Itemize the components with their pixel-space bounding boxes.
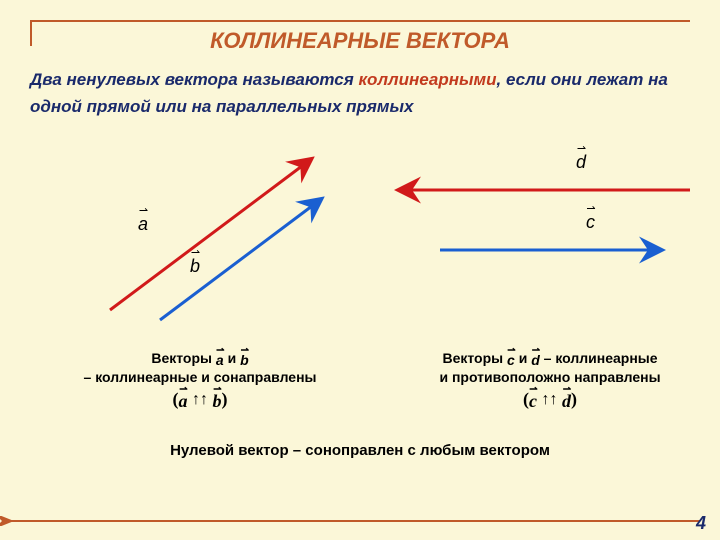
inline-vector-letter: c [529,391,537,411]
caption-text: и [228,350,241,366]
inline-vector-letter: d [562,391,571,411]
vector-c-label: ⇀ c [586,206,595,233]
inline-vector-d: ⇀d [562,387,571,409]
inline-vector-letter: d [531,352,540,368]
vector-b-label: ⇀ b [190,250,200,277]
page-title: КОЛЛИНЕАРНЫЕ ВЕКТОРА [0,28,720,54]
left-caption-line2: – коллинеарные и сонаправлены [60,368,340,387]
inline-vector-letter: c [507,352,515,368]
vector-b-letter: b [190,256,200,276]
inline-vector-c: ⇀c [507,348,515,367]
definition-part1: Два ненулевых вектора называются [30,70,358,89]
inline-vector-a: ⇀a [179,387,188,409]
inline-vector-c: ⇀c [529,387,537,409]
inline-vector-letter: b [240,352,249,368]
inline-vector-b: ⇀b [240,348,249,367]
bottom-divider-arrow-icon [0,516,720,526]
vector-b [160,200,320,320]
caption-text: – коллинеарные [544,350,658,366]
definition-text: Два ненулевых вектора называются коллине… [30,66,690,120]
codirectional-arrows-icon: ↑↑ [542,391,558,408]
right-vectors-svg [380,150,700,270]
vector-c-letter: c [586,212,595,232]
slide-page: КОЛЛИНЕАРНЫЕ ВЕКТОРА Два ненулевых векто… [0,0,720,540]
definition-highlight: коллинеарными [358,70,496,89]
inline-vector-a: ⇀a [216,348,224,367]
left-vector-diagram: ⇀ a ⇀ b [60,140,340,330]
left-notation: (⇀a ↑↑ ⇀b) [60,387,340,412]
caption-text: и [519,350,532,366]
inline-vector-b: ⇀b [213,387,222,409]
vector-d-letter: d [576,152,586,172]
inline-vector-letter: a [179,391,188,411]
right-notation: (⇀c ↑↑ ⇀d) [400,387,700,412]
codirectional-arrows-icon: ↑↑ [192,391,208,408]
inline-vector-letter: b [213,391,222,411]
vector-d-label: ⇀ d [576,146,586,173]
right-caption-line2: и противоположно направлены [400,368,700,387]
right-caption-line1: Векторы ⇀c и ⇀d – коллинеарные [400,348,700,368]
right-vector-diagram: ⇀ d ⇀ c [380,150,700,270]
vector-a-letter: a [138,214,148,234]
null-vector-statement: Нулевой вектор – соноправлен с любым век… [0,442,720,459]
page-number: 4 [696,513,706,534]
caption-text: Векторы [442,350,507,366]
vector-a-label: ⇀ a [138,208,148,235]
left-caption-line1: Векторы ⇀a и ⇀b [60,348,340,368]
inline-vector-letter: a [216,352,224,368]
right-caption: Векторы ⇀c и ⇀d – коллинеарные и противо… [400,348,700,411]
left-vectors-svg [60,140,340,330]
left-caption: Векторы ⇀a и ⇀b – коллинеарные и сонапра… [60,348,340,411]
vector-a [110,160,310,310]
caption-text: Векторы [151,350,216,366]
inline-vector-d: ⇀d [531,348,540,367]
